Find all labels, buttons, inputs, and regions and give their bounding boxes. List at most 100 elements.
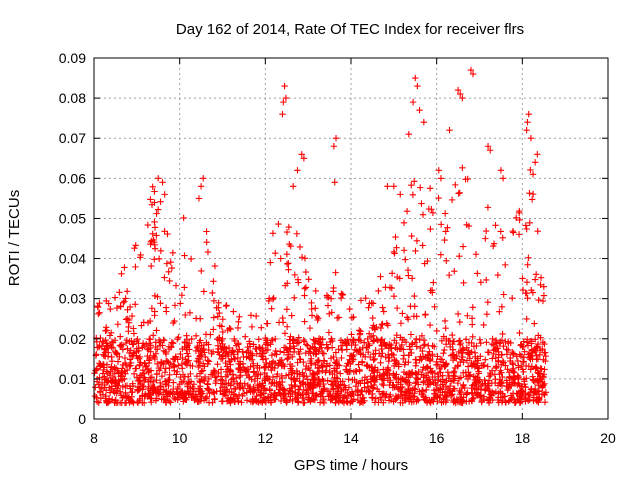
data-point xyxy=(437,378,445,385)
data-point xyxy=(214,360,221,368)
data-point xyxy=(301,292,308,299)
data-point xyxy=(331,374,338,381)
data-point xyxy=(415,397,422,404)
data-point xyxy=(379,304,386,311)
data-point xyxy=(405,131,413,138)
data-point xyxy=(510,350,517,357)
data-point xyxy=(342,386,350,393)
data-point xyxy=(105,349,112,356)
data-point xyxy=(299,369,306,376)
data-point xyxy=(448,196,456,204)
data-point xyxy=(441,317,449,325)
data-point xyxy=(166,371,173,379)
data-point xyxy=(173,371,180,378)
data-point xyxy=(275,220,282,228)
data-point xyxy=(279,110,286,118)
data-point xyxy=(105,395,113,402)
data-point xyxy=(145,357,153,364)
chart-title: Day 162 of 2014, Rate Of TEC Index for r… xyxy=(176,21,524,38)
data-point xyxy=(198,376,205,383)
data-point xyxy=(283,399,290,406)
data-point xyxy=(429,209,437,216)
data-point xyxy=(228,356,235,363)
data-point xyxy=(542,389,550,396)
data-point xyxy=(223,363,231,370)
data-point xyxy=(397,384,404,392)
data-point xyxy=(288,381,295,389)
data-point xyxy=(525,254,532,261)
data-point xyxy=(383,342,391,350)
data-point xyxy=(374,337,381,344)
data-point xyxy=(231,398,239,405)
data-point xyxy=(133,348,140,356)
data-point xyxy=(456,189,463,197)
data-point xyxy=(540,283,547,290)
data-point xyxy=(266,360,273,368)
data-point xyxy=(271,379,278,386)
data-point xyxy=(147,196,154,203)
data-point xyxy=(179,354,186,362)
data-point xyxy=(153,327,160,334)
data-point xyxy=(385,358,392,365)
data-point xyxy=(118,341,126,348)
data-point xyxy=(269,230,277,237)
data-point xyxy=(102,387,110,394)
data-point xyxy=(482,235,489,242)
data-point xyxy=(300,155,308,162)
data-point xyxy=(257,391,264,399)
data-point xyxy=(260,350,268,357)
data-point xyxy=(198,267,205,275)
data-point xyxy=(403,208,411,215)
data-point xyxy=(424,354,431,362)
data-point xyxy=(228,349,235,356)
data-point xyxy=(441,236,448,244)
data-point xyxy=(505,340,512,347)
data-point xyxy=(283,228,291,236)
data-point xyxy=(408,341,416,348)
data-point xyxy=(338,387,345,395)
data-point xyxy=(517,352,525,360)
data-point xyxy=(236,373,244,381)
data-point xyxy=(296,386,303,393)
data-point xyxy=(519,358,527,366)
data-point xyxy=(437,175,445,182)
data-point xyxy=(385,397,393,404)
data-point xyxy=(524,295,531,302)
data-point xyxy=(272,250,279,257)
data-point xyxy=(132,242,139,249)
data-point xyxy=(471,376,479,384)
data-point xyxy=(205,385,213,393)
data-point xyxy=(506,357,514,365)
data-point xyxy=(157,338,164,346)
data-point xyxy=(127,347,134,354)
data-point xyxy=(451,373,459,380)
data-point xyxy=(111,337,119,344)
data-point xyxy=(504,346,512,354)
data-point xyxy=(214,313,221,320)
data-point xyxy=(122,295,129,302)
data-point xyxy=(525,351,532,358)
data-point xyxy=(210,314,218,321)
data-point xyxy=(502,399,510,406)
data-point xyxy=(498,369,505,376)
data-point xyxy=(244,343,251,351)
data-point xyxy=(310,377,317,384)
data-point xyxy=(97,394,105,402)
data-point xyxy=(348,314,356,322)
data-point xyxy=(434,377,442,384)
data-point xyxy=(384,366,391,373)
data-point xyxy=(487,147,494,154)
data-point xyxy=(298,151,305,158)
data-point xyxy=(357,391,364,398)
data-point xyxy=(363,343,371,351)
data-point xyxy=(344,368,352,376)
data-point xyxy=(175,362,182,369)
data-point xyxy=(269,373,277,381)
data-point xyxy=(182,396,189,403)
data-point xyxy=(136,361,144,368)
data-point xyxy=(327,396,334,404)
data-point xyxy=(365,304,372,311)
data-point xyxy=(196,352,204,359)
data-point xyxy=(523,315,530,323)
data-point xyxy=(100,364,108,371)
